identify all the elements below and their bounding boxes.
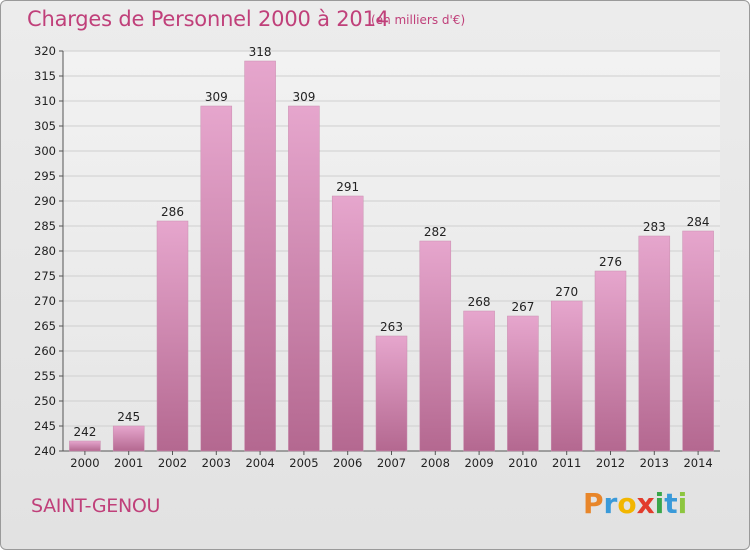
x-tick-label: 2009 (464, 456, 493, 470)
bar (69, 440, 101, 452)
x-tick-label: 2004 (245, 456, 274, 470)
y-tick-label: 280 (34, 244, 56, 258)
value-label: 245 (117, 410, 140, 424)
bar (200, 105, 233, 452)
value-label: 309 (205, 90, 228, 104)
y-tick-label: 305 (34, 119, 56, 133)
value-label: 284 (687, 215, 710, 229)
x-tick-label: 2007 (377, 456, 406, 470)
logo-letter: t (664, 487, 678, 520)
bar (594, 270, 627, 452)
y-tick-label: 250 (34, 394, 56, 408)
logo-letter: i (654, 487, 665, 520)
x-tick-label: 2002 (158, 456, 187, 470)
x-tick-label: 2010 (508, 456, 537, 470)
y-tick-label: 260 (34, 344, 56, 358)
y-tick-label: 320 (34, 44, 56, 58)
x-tick-label: 2013 (640, 456, 669, 470)
bar (419, 240, 452, 452)
bar (244, 60, 276, 452)
y-tick-label: 265 (34, 319, 56, 333)
logo-letter: x (636, 487, 655, 520)
y-tick-label: 295 (34, 169, 56, 183)
x-tick-label: 2005 (289, 456, 318, 470)
value-label: 286 (161, 205, 184, 219)
commune-name: SAINT-GENOU (31, 495, 161, 517)
value-label: 263 (380, 320, 403, 334)
value-label: 270 (555, 285, 578, 299)
bar (288, 105, 320, 452)
x-tick-label: 2001 (114, 456, 143, 470)
value-label: 267 (511, 300, 534, 314)
bar (463, 310, 495, 452)
value-label: 276 (599, 255, 622, 269)
bar (682, 230, 714, 452)
value-label: 291 (336, 180, 359, 194)
chart-subtitle: (en milliers d'€) (371, 13, 466, 27)
x-tick-label: 2006 (333, 456, 362, 470)
y-tick-label: 285 (34, 219, 56, 233)
value-label: 283 (643, 220, 666, 234)
bar (331, 195, 364, 452)
x-tick-label: 2000 (70, 456, 99, 470)
bar (638, 235, 671, 452)
bar (507, 315, 539, 452)
bar (112, 425, 145, 452)
x-tick-label: 2003 (202, 456, 231, 470)
chart-title: Charges de Personnel 2000 à 2014 (27, 7, 389, 31)
y-tick-label: 310 (34, 94, 56, 108)
y-tick-label: 270 (34, 294, 56, 308)
x-tick-label: 2012 (596, 456, 625, 470)
bar (156, 220, 189, 452)
y-tick-label: 275 (34, 269, 56, 283)
y-tick-label: 300 (34, 144, 56, 158)
proxiti-logo[interactable]: Proxiti (583, 487, 687, 520)
logo-letter: r (603, 487, 618, 520)
value-label: 268 (468, 295, 491, 309)
logo-letter: P (583, 487, 604, 520)
y-tick-label: 290 (34, 194, 56, 208)
x-tick-label: 2014 (683, 456, 712, 470)
x-tick-label: 2008 (421, 456, 450, 470)
value-label: 318 (249, 45, 272, 59)
y-tick-label: 245 (34, 419, 56, 433)
bar (375, 335, 408, 452)
bar (550, 300, 583, 452)
y-tick-label: 255 (34, 369, 56, 383)
y-tick-label: 240 (34, 444, 56, 458)
value-label: 282 (424, 225, 447, 239)
x-tick-label: 2011 (552, 456, 581, 470)
logo-letter: o (617, 487, 637, 520)
value-label: 309 (292, 90, 315, 104)
y-tick-label: 315 (34, 69, 56, 83)
logo-letter: i (677, 487, 688, 520)
value-label: 242 (73, 425, 96, 439)
